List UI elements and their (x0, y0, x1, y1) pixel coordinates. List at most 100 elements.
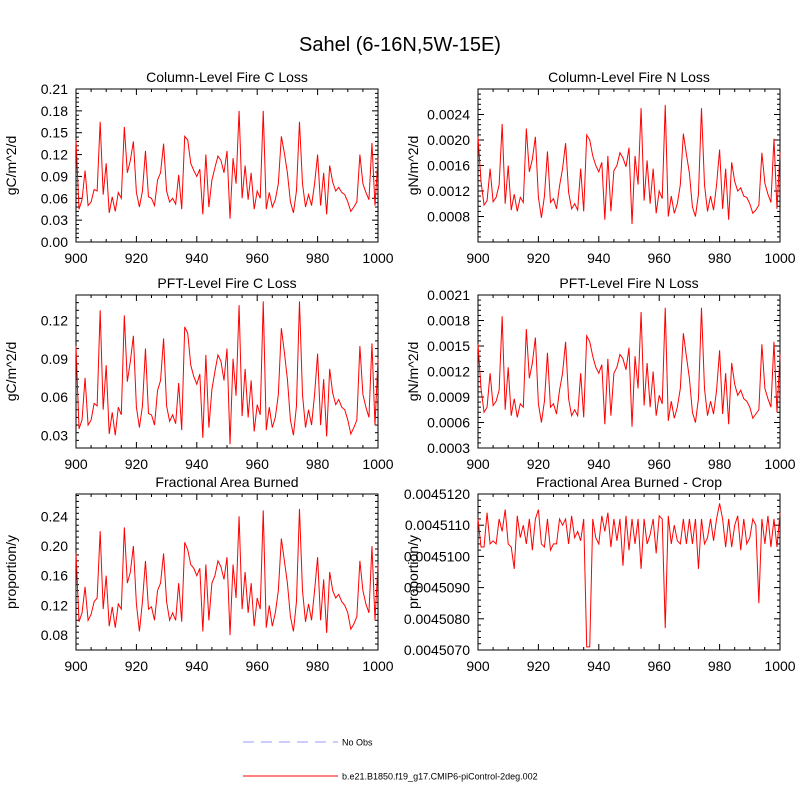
x-tick-label: 980 (708, 658, 732, 674)
x-tick-label: 940 (587, 658, 611, 674)
legend-label: b.e21.B1850.f19_g17.CMIP6-piControl-2deg… (342, 772, 538, 782)
x-tick-label: 940 (587, 456, 611, 472)
x-tick-label: 900 (466, 658, 490, 674)
x-tick-label: 1000 (764, 456, 795, 472)
y-tick-label: 0.24 (41, 508, 68, 524)
y-tick-label: 0.09 (41, 351, 68, 367)
y-tick-label: 0.08 (41, 627, 68, 643)
x-tick-label: 980 (708, 456, 732, 472)
x-tick-label: 960 (246, 456, 270, 472)
y-tick-label: 0.0003 (427, 440, 470, 456)
x-tick-label: 900 (64, 658, 88, 674)
y-axis-label: gC/m^2/d (3, 136, 19, 195)
x-tick-label: 960 (648, 456, 672, 472)
series-line (477, 307, 781, 427)
x-tick-label: 1000 (764, 658, 795, 674)
x-tick-label: 920 (527, 456, 551, 472)
y-axis-label: proportion/y (405, 535, 421, 609)
plot-frame (75, 88, 379, 243)
panel-3: PFT-Level Fire C Loss gC/m^2/d 900 920 940 96… (3, 275, 394, 472)
plot-frame (477, 294, 781, 449)
y-tick-label: 0.15 (41, 125, 68, 141)
y-tick-label: 0.0008 (427, 209, 470, 225)
figure-title: Sahel (6-16N,5W-15E) (299, 34, 501, 56)
legend-entry: No Obs (243, 738, 373, 748)
y-axis-label: gN/m^2/d (405, 342, 421, 401)
panel-2: Column-Level Fire N Loss gN/m^2/d 900 920 94… (405, 69, 796, 266)
y-tick-label: 0.00 (41, 234, 68, 250)
legend-label: No Obs (342, 738, 373, 748)
x-tick-label: 980 (306, 456, 330, 472)
y-tick-label: 0.09 (41, 168, 68, 184)
plot-frame (75, 493, 379, 651)
y-tick-label: 0.12 (41, 313, 68, 329)
y-tick-label: 0.0020 (427, 132, 470, 148)
x-tick-label: 960 (648, 250, 672, 266)
x-tick-label: 940 (185, 250, 209, 266)
y-tick-label: 0.0012 (427, 364, 470, 380)
plot-frame (477, 493, 781, 651)
x-tick-label: 900 (466, 250, 490, 266)
x-tick-label: 920 (125, 250, 149, 266)
y-tick-label: 0.0024 (427, 107, 470, 123)
series-line (75, 301, 379, 445)
x-tick-label: 980 (306, 250, 330, 266)
panel-title: PFT-Level Fire C Loss (157, 275, 296, 291)
x-tick-label: 1000 (764, 250, 795, 266)
panel-title: Fractional Area Burned (155, 474, 298, 490)
y-tick-label: 0.0021 (427, 287, 470, 303)
panel-title: Column-Level Fire C Loss (146, 69, 308, 85)
x-tick-label: 900 (64, 456, 88, 472)
y-tick-label: 0.0045080 (404, 611, 470, 627)
series-line (75, 110, 379, 219)
x-tick-label: 1000 (362, 250, 393, 266)
y-tick-label: 0.06 (41, 389, 68, 405)
series-line (477, 503, 781, 648)
y-axis-label: gN/m^2/d (405, 136, 421, 195)
y-tick-label: 0.18 (41, 103, 68, 119)
x-tick-label: 920 (527, 250, 551, 266)
x-tick-label: 940 (185, 658, 209, 674)
x-tick-label: 920 (527, 658, 551, 674)
y-tick-label: 0.0045090 (404, 580, 470, 596)
plot-frame (477, 88, 781, 243)
x-tick-label: 900 (466, 456, 490, 472)
y-tick-label: 0.0045100 (404, 548, 470, 564)
legend: No Obs b.e21.B1850.f19_g17.CMIP6-piContro… (243, 738, 538, 782)
panel-5: Fractional Area Burned proportion/y 900 920… (3, 474, 394, 674)
x-tick-label: 960 (246, 658, 270, 674)
y-tick-label: 0.0006 (427, 415, 470, 431)
y-tick-label: 0.16 (41, 568, 68, 584)
y-tick-label: 0.20 (41, 538, 68, 554)
y-tick-label: 0.12 (41, 147, 68, 163)
panel-title: Column-Level Fire N Loss (548, 69, 710, 85)
panel-4: PFT-Level Fire N Loss gN/m^2/d 900 920 940 96… (405, 275, 796, 472)
x-tick-label: 920 (125, 658, 149, 674)
y-tick-label: 0.12 (41, 597, 68, 613)
x-tick-label: 960 (648, 658, 672, 674)
y-tick-label: 0.03 (41, 427, 68, 443)
series-line (75, 508, 379, 636)
y-axis-label: proportion/y (3, 535, 19, 609)
panels-group: Column-Level Fire C Loss gC/m^2/d 900 920 94… (3, 69, 796, 674)
panel-title: PFT-Level Fire N Loss (559, 275, 698, 291)
y-tick-label: 0.06 (41, 190, 68, 206)
x-tick-label: 1000 (362, 456, 393, 472)
legend-entry: b.e21.B1850.f19_g17.CMIP6-piControl-2deg… (243, 772, 538, 782)
y-tick-label: 0.0016 (427, 158, 470, 174)
x-tick-label: 980 (708, 250, 732, 266)
x-tick-label: 960 (246, 250, 270, 266)
x-tick-label: 980 (306, 658, 330, 674)
panel-title: Fractional Area Burned - Crop (536, 474, 722, 490)
y-tick-label: 0.0045070 (404, 642, 470, 658)
panel-6: Fractional Area Burned - Crop proportion/… (404, 474, 796, 674)
x-tick-label: 920 (125, 456, 149, 472)
x-tick-label: 940 (185, 456, 209, 472)
y-tick-label: 0.21 (41, 81, 68, 97)
y-tick-label: 0.0018 (427, 313, 470, 329)
x-tick-label: 1000 (362, 658, 393, 674)
x-tick-label: 900 (64, 250, 88, 266)
y-tick-label: 0.03 (41, 212, 68, 228)
y-tick-label: 0.0045110 (405, 517, 470, 533)
